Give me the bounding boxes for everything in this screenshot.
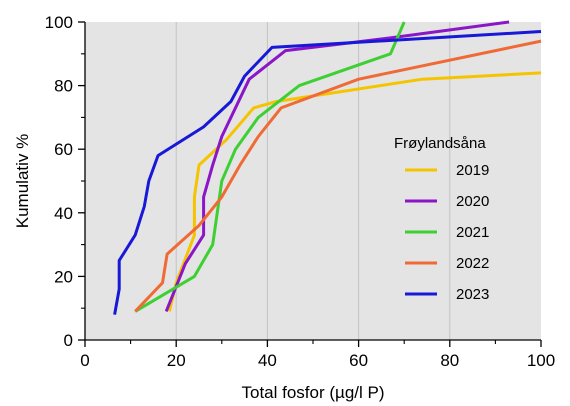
series-line-2021 [134,21,406,313]
y-tick-label-80: 80 [54,77,73,96]
legend-items: 2019 2020 2021 2022 2023 [405,162,489,303]
legend-label-2021: 2021 [456,224,489,241]
x-tick-label-20: 20 [167,351,186,370]
y-tick-label-40: 40 [54,204,73,223]
tick-labels: 0 20 40 60 80 100 0 20 40 60 80 100 [45,13,556,370]
series-line-2019 [167,71,542,312]
y-tick-label-20: 20 [54,267,73,286]
x-tick-label-60: 60 [349,351,368,370]
axes [78,21,542,347]
series-lines [113,20,542,315]
y-tick-label-100: 100 [45,13,73,32]
series-line-2023 [113,30,542,315]
x-tick-label-80: 80 [440,351,459,370]
series-line-2022 [134,39,542,313]
plot-background [85,22,541,340]
legend: Frøylandsåna 2019 2020 2021 2022 2023 [394,135,489,303]
legend-title: Frøylandsåna [394,135,486,152]
x-tick-label-40: 40 [258,351,277,370]
y-tick-label-60: 60 [54,140,73,159]
legend-label-2019: 2019 [456,162,489,179]
x-axis-title: Total fosfor (µg/l P) [241,383,384,402]
legend-label-2020: 2020 [456,193,489,210]
y-axis-title: Kumulativ % [13,134,32,228]
y-tick-label-0: 0 [64,331,73,350]
legend-label-2022: 2022 [456,255,489,272]
legend-label-2023: 2023 [456,286,489,303]
x-tick-label-100: 100 [527,351,555,370]
x-tick-label-0: 0 [80,351,89,370]
